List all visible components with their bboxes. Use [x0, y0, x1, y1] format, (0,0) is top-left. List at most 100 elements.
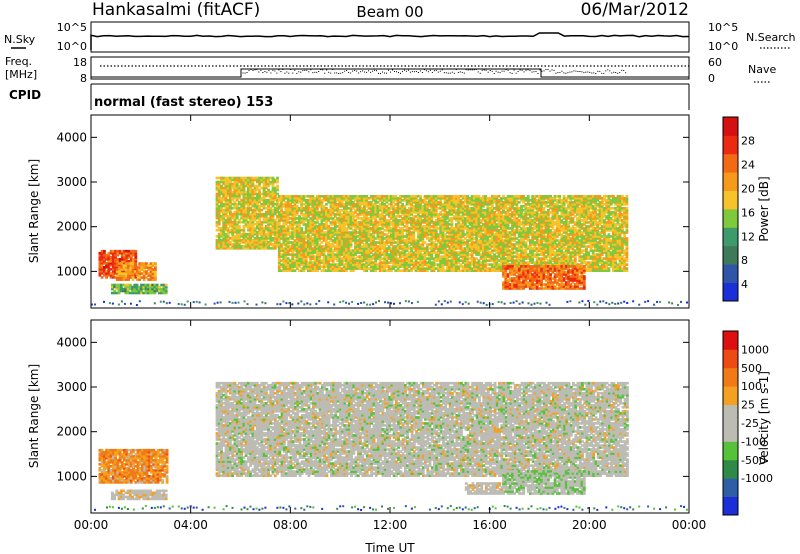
heatmap-cell	[450, 213, 454, 216]
heatmap-cell	[322, 247, 326, 250]
heatmap-cell	[295, 197, 299, 200]
heatmap-cell	[504, 215, 508, 218]
heatmap-cell	[416, 227, 420, 230]
heatmap-cell	[284, 269, 288, 272]
heatmap-cell	[502, 207, 505, 210]
heatmap-cell	[486, 241, 490, 244]
heatmap-cell	[448, 237, 452, 240]
heatmap-cell	[116, 260, 120, 263]
heatmap-cell	[215, 188, 219, 192]
heatmap-cell	[331, 221, 335, 224]
nave-point	[364, 71, 366, 73]
heatmap-cell	[439, 265, 443, 268]
heatmap-cell	[490, 205, 494, 208]
heatmap-cell	[340, 225, 344, 228]
heatmap-cell	[446, 243, 449, 246]
heatmap-cell	[493, 243, 496, 246]
heatmap-cell	[280, 255, 283, 258]
heatmap-cell	[479, 207, 483, 210]
heatmap-cell	[145, 264, 148, 267]
heatmap-cell	[118, 249, 122, 253]
heatmap-cell	[441, 231, 445, 234]
heatmap-cell	[153, 283, 157, 287]
heatmap-cell	[215, 196, 219, 200]
heatmap-cell	[495, 207, 499, 210]
heatmap-cell	[450, 269, 454, 272]
heatmap-cell	[311, 221, 315, 224]
heatmap-cell	[437, 195, 440, 198]
heatmap-cell	[360, 203, 364, 206]
heatmap-cell	[307, 209, 310, 212]
heatmap-cell	[470, 209, 474, 212]
heatmap-cell	[115, 262, 119, 265]
heatmap-cell	[405, 259, 409, 262]
heatmap-cell	[229, 176, 232, 180]
heatmap-cell	[410, 241, 413, 244]
heatmap-cell	[277, 239, 281, 242]
heatmap-cell	[464, 249, 467, 252]
heatmap-cell	[240, 214, 244, 218]
heatmap-cell	[434, 243, 438, 246]
heatmap-cell	[277, 225, 281, 228]
heatmap-cell	[497, 233, 501, 236]
heatmap-cell	[351, 225, 355, 228]
nave-point	[362, 70, 364, 72]
heatmap-cell	[342, 247, 346, 250]
heatmap-cell	[131, 287, 134, 291]
heatmap-cell	[247, 188, 250, 192]
heatmap-cell	[114, 266, 117, 269]
heatmap-cell	[479, 263, 483, 266]
heatmap-cell	[114, 256, 117, 259]
heatmap-cell	[450, 247, 454, 250]
heatmap-cell	[322, 227, 326, 230]
heatmap-cell	[381, 263, 384, 266]
heatmap-cell	[118, 262, 121, 265]
heatmap-cell	[345, 269, 348, 272]
heatmap-cell	[349, 199, 353, 202]
heatmap-cell	[403, 197, 407, 200]
heatmap-cell	[217, 237, 221, 240]
heatmap-cell	[452, 255, 456, 258]
heatmap-cell	[365, 245, 369, 248]
heatmap-cell	[329, 239, 333, 242]
heatmap-cell	[490, 223, 494, 226]
heatmap-cell	[392, 249, 395, 252]
heatmap-cell	[242, 212, 246, 216]
heatmap-cell	[217, 243, 221, 246]
heatmap-cell	[481, 211, 485, 214]
heatmap-cell	[311, 225, 315, 228]
heatmap-cell	[399, 261, 402, 264]
nave-point	[413, 71, 415, 73]
heatmap-cell	[459, 231, 463, 234]
heatmap-cell	[264, 202, 268, 206]
heatmap-cell	[224, 243, 228, 246]
heatmap-cell	[298, 221, 301, 224]
heatmap-cell	[470, 233, 474, 236]
heatmap-cell	[289, 203, 292, 206]
heatmap-cell	[425, 205, 429, 208]
heatmap-cell	[103, 266, 106, 269]
heatmap-cell	[455, 259, 458, 262]
heatmap-cell	[107, 266, 111, 269]
heatmap-cell	[405, 219, 409, 222]
heatmap-cell	[267, 247, 270, 250]
heatmap-cell	[464, 223, 467, 226]
nave-point	[270, 72, 272, 74]
heatmap-cell	[354, 221, 357, 224]
heatmap-cell	[450, 253, 454, 256]
heatmap-cell	[419, 259, 422, 262]
heatmap-cell	[475, 195, 478, 198]
heatmap-cell	[372, 249, 375, 252]
heatmap-cell	[255, 176, 259, 180]
heatmap-cell	[162, 283, 166, 287]
heatmap-cell	[450, 231, 454, 234]
heatmap-cell	[425, 233, 429, 236]
heatmap-cell	[459, 259, 463, 262]
heatmap-cell	[434, 267, 438, 270]
heatmap-cell	[293, 253, 297, 256]
heatmap-cell	[298, 241, 301, 244]
heatmap-cell	[247, 232, 250, 236]
heatmap-cell	[342, 227, 346, 230]
heatmap-cell	[457, 221, 461, 224]
heatmap-cell	[461, 259, 465, 262]
